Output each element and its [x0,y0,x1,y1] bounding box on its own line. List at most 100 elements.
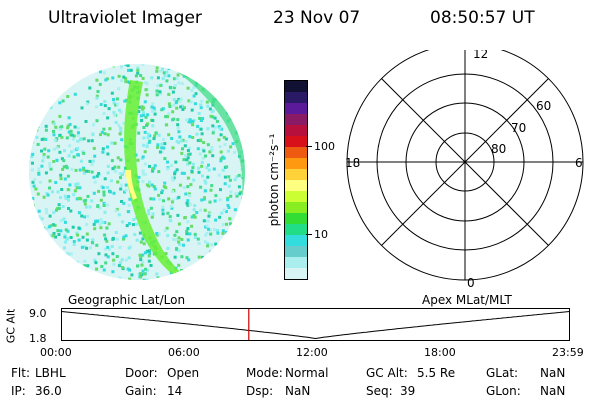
uv-speckle-pixel [105,226,109,230]
uv-speckle-pixel [131,281,134,284]
uv-speckle-pixel [82,151,86,155]
uv-speckle-pixel [167,67,171,70]
uv-speckle-pixel [188,118,192,122]
uv-speckle-pixel [144,88,148,92]
uv-speckle-pixel [122,201,126,205]
uv-speckle-pixel [29,209,33,213]
uv-speckle-pixel [172,117,176,121]
uv-speckle-pixel [206,175,210,179]
uv-speckle-pixel [217,70,220,74]
uv-speckle-pixel [26,111,29,114]
uv-speckle-pixel [148,251,152,255]
uv-speckle-pixel [49,106,53,110]
uv-speckle-pixel [139,74,143,77]
uv-speckle-pixel [183,64,187,67]
uv-speckle-pixel [46,155,50,159]
uv-speckle-pixel [235,175,239,179]
uv-speckle-pixel [201,257,205,261]
uv-speckle-pixel [209,250,213,254]
mlt-label-0: 0 [467,276,475,290]
uv-speckle-pixel [29,258,33,262]
uv-speckle-pixel [59,196,62,200]
uv-speckle-pixel [95,267,99,271]
uv-speckle-pixel [197,166,201,170]
uv-speckle-pixel [227,109,231,112]
uv-speckle-pixel [210,146,214,149]
uv-speckle-pixel [236,86,240,89]
uv-speckle-pixel [230,64,234,68]
uv-speckle-pixel [177,81,181,85]
uv-speckle-pixel [139,272,143,276]
uv-speckle-pixel [154,131,158,135]
uv-speckle-pixel [160,277,163,280]
uv-speckle-pixel [63,233,67,237]
uv-speckle-pixel [66,273,69,277]
uv-speckle-pixel [196,237,200,241]
uv-speckle-pixel [213,116,217,120]
uv-speckle-pixel [240,209,244,213]
uv-speckle-pixel [155,89,159,93]
uv-speckle-pixel [166,167,170,171]
uv-speckle-pixel [84,120,88,123]
uv-speckle-pixel [75,231,79,235]
uv-speckle-pixel [96,90,100,93]
uv-speckle-pixel [37,167,41,171]
uv-speckle-pixel [186,176,190,180]
uv-speckle-pixel [153,108,157,112]
uv-speckle-pixel [35,269,39,273]
uv-speckle-pixel [190,89,194,92]
uv-speckle-pixel [82,166,85,170]
uv-speckle-pixel [197,170,201,174]
uv-speckle-pixel [210,263,213,267]
altitude-plot [61,308,570,341]
lat-label-80: 80 [491,142,506,156]
uv-speckle-pixel [238,113,242,117]
uv-speckle-pixel [212,279,216,280]
uv-speckle-pixel [191,166,195,170]
uv-speckle-pixel [68,144,72,148]
colorbar-segment [285,147,307,158]
uv-speckle-pixel [63,253,67,257]
uv-speckle-pixel [151,102,155,106]
uv-speckle-pixel [144,267,147,271]
uv-speckle-pixel [192,178,196,182]
uv-speckle-pixel [170,137,174,140]
uv-speckle-pixel [206,242,210,246]
uv-speckle-pixel [71,64,75,66]
uv-speckle-pixel [203,71,207,75]
uv-speckle-pixel [153,134,157,138]
uv-speckle-pixel [191,266,195,270]
uv-speckle-pixel [239,245,243,249]
uv-speckle-pixel [62,217,66,221]
uv-speckle-pixel [96,219,100,223]
uv-speckle-pixel [199,208,202,212]
uv-speckle-pixel [205,275,209,279]
uv-speckle-pixel [228,222,232,226]
uv-speckle-pixel [84,73,88,76]
uv-speckle-pixel [141,155,145,159]
uv-speckle-pixel [117,124,121,127]
uv-speckle-pixel [52,147,56,151]
uv-speckle-pixel [63,246,66,250]
uv-speckle-pixel [199,185,203,189]
uv-speckle-pixel [167,197,171,201]
app-title: Ultraviolet Imager [48,8,202,28]
uv-speckle-pixel [242,212,245,216]
uv-speckle-pixel [194,268,198,271]
uv-speckle-pixel [144,282,147,285]
uv-speckle-pixel [206,244,210,248]
uv-speckle-pixel [124,64,128,67]
uv-speckle-pixel [179,284,182,285]
uv-speckle-pixel [46,193,50,197]
uv-speckle-pixel [184,64,188,66]
uv-speckle-pixel [160,146,164,150]
uv-speckle-pixel [146,268,149,272]
uv-speckle-pixel [160,142,164,146]
uv-speckle-pixel [151,212,155,216]
uv-speckle-pixel [227,83,231,87]
uv-speckle-pixel [153,187,157,191]
uv-speckle-pixel [179,105,183,109]
uv-speckle-pixel [119,176,122,180]
uv-speckle-pixel [212,167,216,171]
uv-speckle-pixel [126,267,130,271]
